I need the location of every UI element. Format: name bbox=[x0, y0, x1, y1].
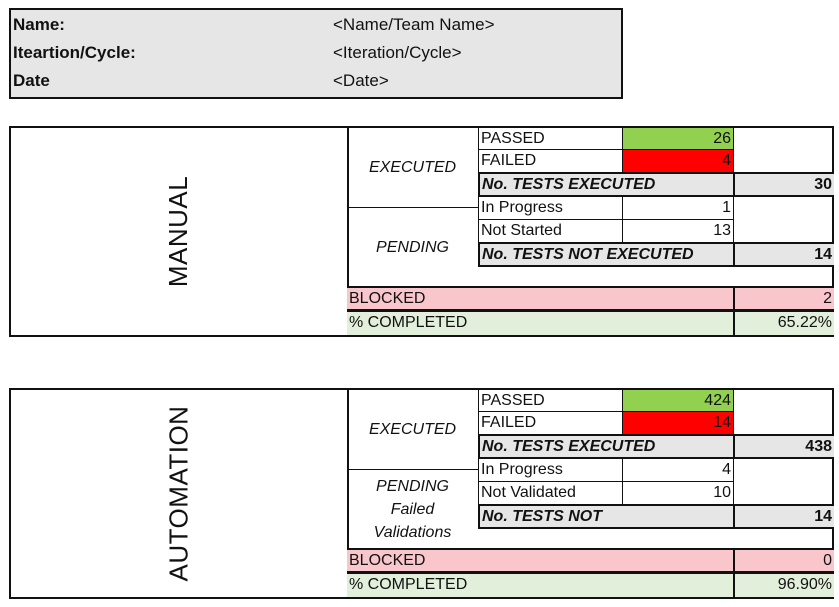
info-row-name: Name: <Name/Team Name> bbox=[11, 11, 621, 39]
manual-title-cell: MANUAL bbox=[11, 128, 349, 335]
manual-blocked-value[interactable]: 2 bbox=[733, 286, 834, 311]
manual-executed-label: EXECUTED bbox=[368, 158, 457, 176]
automation-summary-table: AUTOMATION EXECUTED PASSED 424 FAILED 14… bbox=[9, 388, 834, 599]
automation-pending-label: PENDING bbox=[376, 477, 449, 495]
automation-pending-validations-label: Validations bbox=[373, 523, 452, 541]
automation-group-divider bbox=[347, 469, 478, 470]
manual-in-progress-label: In Progress bbox=[478, 196, 623, 220]
manual-completed-value: 65.22% bbox=[733, 310, 834, 335]
automation-executed-total-label: No. TESTS EXECUTED bbox=[478, 434, 735, 459]
automation-failed-value[interactable]: 14 bbox=[622, 411, 734, 435]
manual-failed-value[interactable]: 4 bbox=[622, 149, 734, 173]
manual-executed-total-label: No. TESTS EXECUTED bbox=[478, 172, 735, 197]
automation-not-executed-total-label: No. TESTS NOT bbox=[478, 504, 735, 529]
manual-group-divider bbox=[347, 207, 478, 208]
info-row-iteration: Itear­tion/Cycle: <Iteration/Cycle> bbox=[11, 39, 621, 67]
date-value[interactable]: <Date> bbox=[333, 71, 389, 90]
automation-completed-value: 96.90% bbox=[733, 572, 834, 597]
iteration-label: Itear­tion/Cycle: bbox=[13, 43, 136, 62]
manual-completed-label: % COMPLETED bbox=[347, 310, 735, 335]
report-info-box: Name: <Name/Team Name> Itear­tion/Cycle:… bbox=[9, 8, 623, 99]
manual-blocked-label: BLOCKED bbox=[347, 286, 735, 311]
date-label: Date bbox=[13, 71, 50, 90]
manual-passed-value[interactable]: 26 bbox=[622, 128, 734, 150]
automation-pending-group-label: PENDING Failed Validations bbox=[347, 470, 478, 548]
name-label: Name: bbox=[13, 15, 65, 34]
automation-in-progress-value[interactable]: 4 bbox=[622, 458, 734, 482]
automation-executed-total-value: 438 bbox=[733, 434, 834, 459]
automation-failed-label: FAILED bbox=[478, 411, 623, 435]
manual-passed-label: PASSED bbox=[478, 128, 623, 150]
manual-pending-label: PENDING bbox=[376, 239, 449, 256]
automation-pending-failed-label: Failed bbox=[390, 500, 435, 518]
manual-title: MANUAL bbox=[163, 175, 194, 288]
manual-failed-label: FAILED bbox=[478, 149, 623, 173]
info-row-date: Date <Date> bbox=[11, 67, 621, 95]
automation-title-cell: AUTOMATION bbox=[11, 390, 349, 597]
manual-summary-table: MANUAL EXECUTED PASSED 26 FAILED 4 No. T… bbox=[9, 126, 834, 337]
manual-not-executed-total-label: No. TESTS NOT EXECUTED bbox=[478, 242, 735, 267]
iteration-value[interactable]: <Iteration/Cycle> bbox=[333, 43, 462, 62]
automation-not-validated-label: Not Validated bbox=[478, 481, 623, 505]
automation-passed-value[interactable]: 424 bbox=[622, 390, 734, 412]
automation-title: AUTOMATION bbox=[163, 405, 194, 582]
automation-executed-group-label: EXECUTED bbox=[347, 390, 478, 470]
manual-executed-total-value: 30 bbox=[733, 172, 834, 197]
automation-passed-label: PASSED bbox=[478, 390, 623, 412]
manual-not-started-value[interactable]: 13 bbox=[622, 219, 734, 243]
manual-pending-group-label: PENDING bbox=[347, 208, 478, 288]
manual-executed-group-label: EXECUTED bbox=[347, 128, 478, 208]
name-value[interactable]: <Name/Team Name> bbox=[333, 15, 495, 34]
automation-blocked-value[interactable]: 0 bbox=[733, 548, 834, 573]
manual-not-executed-total-value: 14 bbox=[733, 242, 834, 267]
manual-not-started-label: Not Started bbox=[478, 219, 623, 243]
automation-not-validated-value[interactable]: 10 bbox=[622, 481, 734, 505]
automation-executed-label: EXECUTED bbox=[368, 421, 457, 438]
automation-in-progress-label: In Progress bbox=[478, 458, 623, 482]
manual-in-progress-value[interactable]: 1 bbox=[622, 196, 734, 220]
automation-not-executed-total-value: 14 bbox=[733, 504, 834, 529]
automation-blocked-label: BLOCKED bbox=[347, 548, 735, 573]
automation-completed-label: % COMPLETED bbox=[347, 572, 735, 597]
